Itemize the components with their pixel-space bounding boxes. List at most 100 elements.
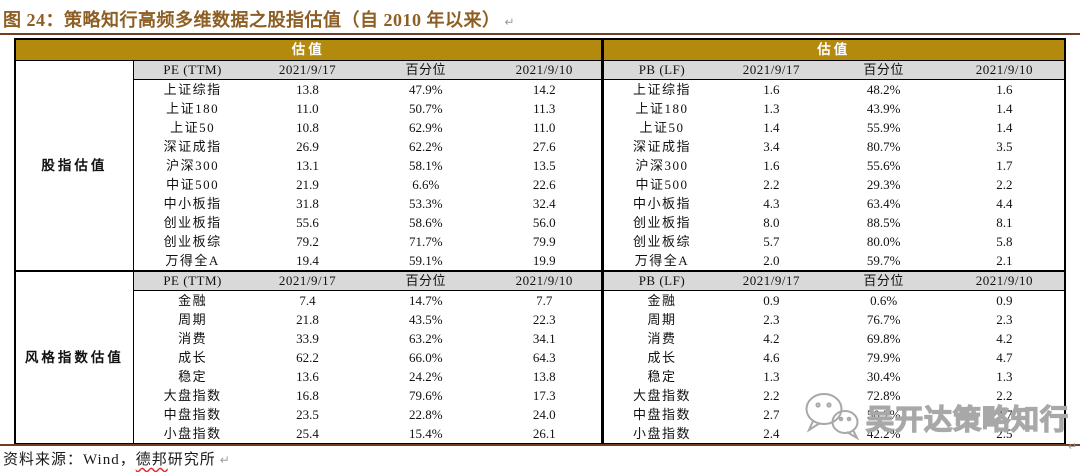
paragraph-return-mark: ↵ [219, 453, 231, 467]
pe-value: 19.9 [532, 253, 556, 268]
column-header: 2021/9/10 [487, 60, 603, 80]
figure-title-text: 图 24：策略知行高频多维数据之股指估值（自 2010 年以来） [3, 10, 501, 30]
row-label: 深证成指 [600, 137, 721, 156]
table-row: 成长 62.2 66.0% 64.3 成长 4.6 79.9% 4.7 [15, 348, 1065, 367]
pb-value: 2.3 [763, 312, 780, 327]
row-label: 沪深300 [166, 158, 220, 173]
pb-value: 1.4 [763, 120, 780, 135]
pb-value: 1.6 [996, 82, 1013, 97]
source-note: 资料来源：Wind，德邦研究所 ↵ [3, 448, 231, 469]
pb-percentile: 0.6% [870, 293, 898, 308]
row-label: 中小板指 [600, 194, 721, 213]
row-label: 周期 [600, 310, 721, 329]
pb-value: 5.8 [996, 234, 1013, 249]
pb-value: 2.3 [996, 312, 1013, 327]
source-text-spellcheck: 德邦 [135, 452, 168, 468]
pe-percentile: 58.6% [408, 215, 443, 230]
pb-value: 2.7 [763, 407, 780, 422]
pe-value: 22.3 [532, 312, 556, 327]
column-header: 2021/9/17 [720, 60, 823, 80]
row-label: 上证综指 [163, 82, 222, 97]
row-label: 上证综指 [600, 79, 721, 99]
pb-value: 1.6 [763, 158, 780, 173]
row-label: 万得全A [165, 253, 220, 268]
table-row: 中证500 21.9 6.6% 22.6 中证500 2.2 29.3% 2.2 [15, 175, 1065, 194]
pe-percentile: 71.7% [408, 234, 443, 249]
pb-value: 1.3 [996, 369, 1013, 384]
pe-percentile: 43.5% [408, 312, 443, 327]
row-label: 大盘指数 [600, 386, 721, 405]
pe-percentile: 66.0% [408, 350, 443, 365]
pb-value: 2.2 [763, 177, 780, 192]
pe-percentile: 59.1% [408, 253, 443, 268]
band-row: 估值 估值 [15, 39, 1065, 61]
pe-percentile: 53.3% [408, 196, 443, 211]
table-row: 万得全A 19.4 59.1% 19.9 万得全A 2.0 59.7% 2.1 [15, 251, 1065, 271]
pe-percentile: 63.2% [408, 331, 443, 346]
column-header: PE (TTM) [133, 270, 252, 291]
row-label: 消费 [600, 329, 721, 348]
table-row: 上证50 10.8 62.9% 11.0 上证50 1.4 55.9% 1.4 [15, 118, 1065, 137]
section-label: 风格指数估值 [15, 270, 134, 444]
pb-percentile: 55.6% [866, 158, 901, 173]
pe-value: 16.8 [296, 388, 319, 403]
pe-value: 13.5 [532, 158, 556, 173]
pe-value: 21.9 [296, 177, 319, 192]
row-label: 深证成指 [163, 139, 222, 154]
row-label: 小盘指数 [600, 424, 721, 444]
source-text: 资料来源：Wind， [3, 452, 136, 468]
row-label: 上证50 [170, 120, 216, 135]
pb-percentile: 55.9% [866, 120, 901, 135]
pe-percentile: 47.9% [408, 82, 443, 97]
pe-percentile: 14.7% [408, 293, 443, 308]
pe-value: 55.6 [296, 215, 319, 230]
pe-value: 26.1 [532, 426, 556, 441]
pe-value: 34.1 [532, 331, 556, 346]
pb-value: 8.1 [996, 215, 1013, 230]
pb-value: 3.4 [763, 139, 780, 154]
pb-percentile: 59.7% [866, 253, 901, 268]
section-label: 股指估值 [15, 60, 134, 271]
row-label: 创业板综 [600, 232, 721, 251]
pb-value: 1.3 [763, 101, 780, 116]
column-header: 2021/9/17 [251, 60, 364, 80]
row-label: 稳定 [600, 367, 721, 386]
pb-percentile: 80.0% [866, 234, 901, 249]
table-row: 创业板指 55.6 58.6% 56.0 创业板指 8.0 88.5% 8.1 [15, 213, 1065, 232]
row-label: 上证50 [600, 118, 721, 137]
pe-value: 13.8 [296, 82, 319, 97]
pe-value: 7.7 [536, 293, 553, 308]
pe-value: 33.9 [296, 331, 319, 346]
pb-value: 2.1 [996, 253, 1013, 268]
row-label: 成长 [178, 350, 208, 365]
table-row: 大盘指数 16.8 79.6% 17.3 大盘指数 2.2 72.8% 2.2 [15, 386, 1065, 405]
pb-value: 2.7 [996, 407, 1013, 422]
table-row: 创业板综 79.2 71.7% 79.9 创业板综 5.7 80.0% 5.8 [15, 232, 1065, 251]
column-header: 2021/9/10 [487, 270, 603, 291]
row-label: 创业板指 [163, 215, 222, 230]
pb-percentile: 63.4% [866, 196, 901, 211]
table-row: 上证180 11.0 50.7% 11.3 上证180 1.3 43.9% 1.4 [15, 99, 1065, 118]
pb-value: 4.2 [996, 331, 1013, 346]
pb-value: 1.4 [996, 120, 1013, 135]
column-header: 百分位 [822, 60, 945, 80]
pe-value: 32.4 [532, 196, 556, 211]
row-label: 创业板指 [600, 213, 721, 232]
source-text-suffix: 研究所 [167, 452, 216, 468]
table-row: 上证综指 13.8 47.9% 14.2 上证综指 1.6 48.2% 1.6 [15, 79, 1065, 99]
pe-value: 11.3 [533, 101, 556, 116]
divider-top [0, 33, 1080, 35]
pb-value: 2.0 [763, 253, 780, 268]
pb-percentile: 69.8% [866, 331, 901, 346]
row-label: 成长 [600, 348, 721, 367]
column-header: 2021/9/17 [251, 270, 364, 291]
figure-title: 图 24：策略知行高频多维数据之股指估值（自 2010 年以来） ↵ [3, 6, 515, 32]
pb-value: 2.2 [996, 177, 1013, 192]
pb-value: 4.3 [763, 196, 780, 211]
table-row: 消费 33.9 63.2% 34.1 消费 4.2 69.8% 4.2 [15, 329, 1065, 348]
pb-percentile: 88.5% [866, 215, 901, 230]
pb-percentile: 30.4% [866, 369, 901, 384]
row-label: 万得全A [600, 251, 721, 271]
column-header: PB (LF) [600, 270, 721, 291]
paragraph-return-mark: ↵ [1068, 441, 1078, 453]
